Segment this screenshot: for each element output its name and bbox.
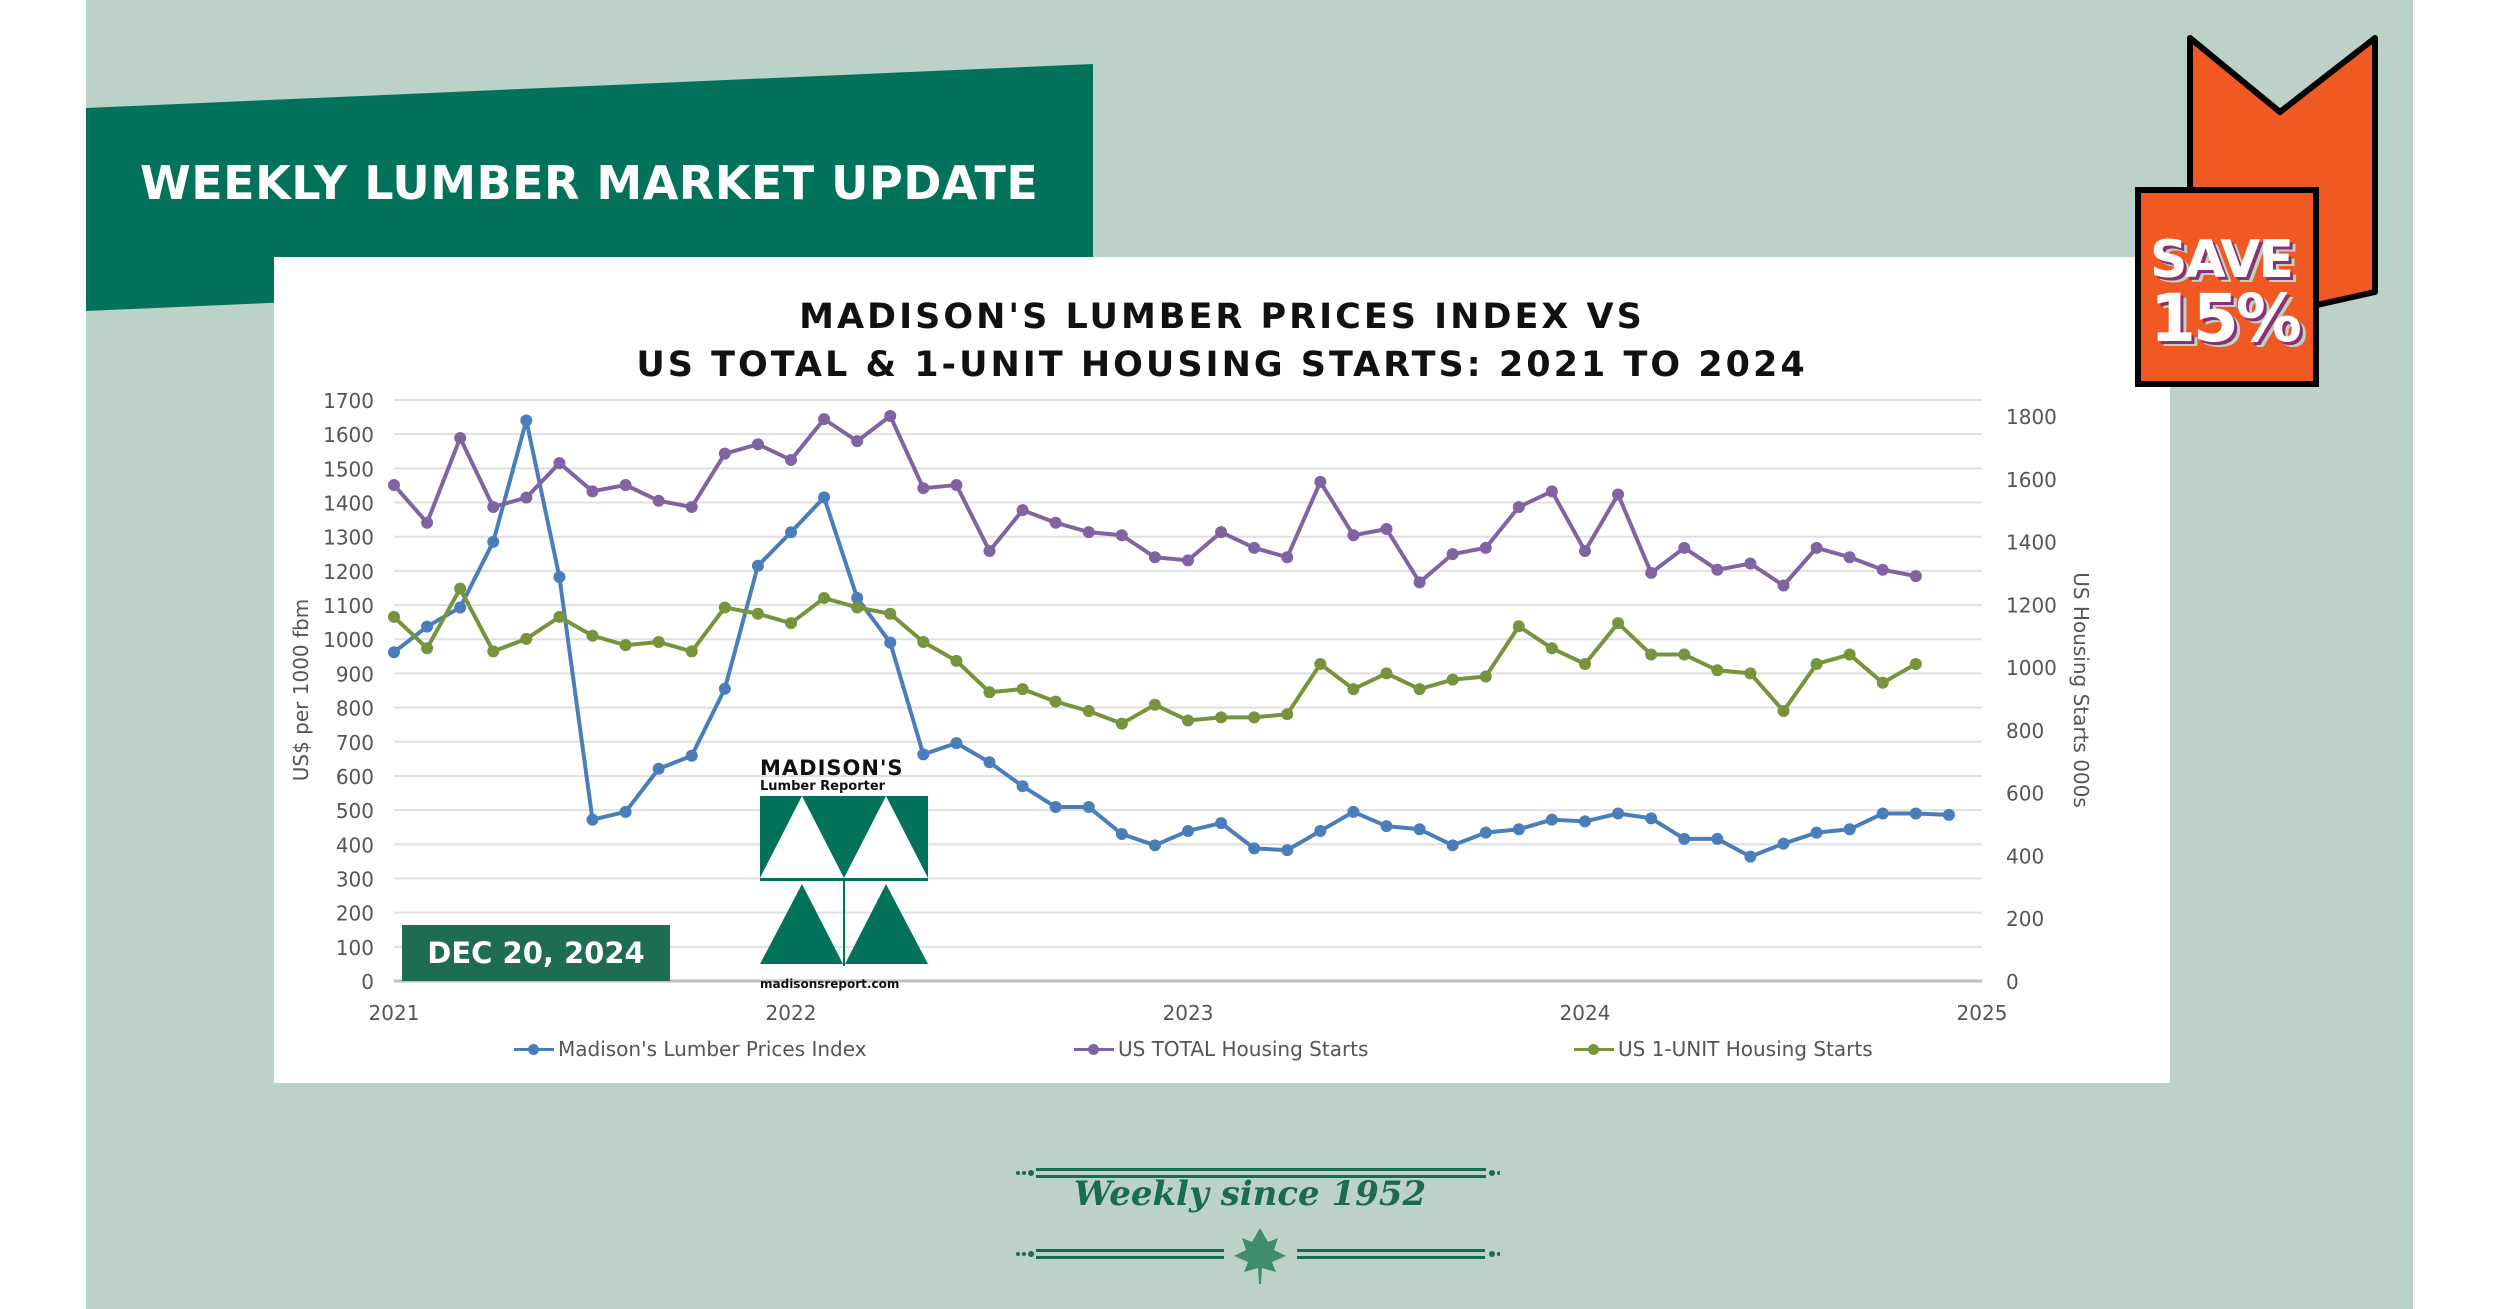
svg-text:700: 700 <box>336 731 374 755</box>
madisons-logo: MADISON'S Lumber Reporter madisonsreport… <box>760 757 928 991</box>
svg-text:1500: 1500 <box>323 457 374 481</box>
legend-item-total: US TOTAL Housing Starts <box>1074 1037 1368 1061</box>
svg-text:1000: 1000 <box>323 628 374 652</box>
date-badge: DEC 20, 2024 <box>402 925 670 981</box>
line-chart: 0 100 200 300 400 500 600 700 800 900 1000 1100 1200… <box>289 389 2093 1025</box>
chart-title-line1: MADISON'S LUMBER PRICES INDEX VS <box>799 297 1645 337</box>
save-15-badge[interactable]: SAVE 15% <box>2130 30 2390 392</box>
svg-text:1400: 1400 <box>323 492 374 516</box>
footer-tagline: Weekly since 1952 <box>1073 1174 1427 1214</box>
svg-text:2023: 2023 <box>1163 1001 1214 1025</box>
svg-text:0: 0 <box>361 970 374 994</box>
svg-text:1100: 1100 <box>323 594 374 618</box>
maple-leaf-icon <box>1234 1228 1286 1284</box>
svg-text:400: 400 <box>2006 844 2044 868</box>
svg-text:1200: 1200 <box>323 560 374 584</box>
logo-subtitle: Lumber Reporter <box>760 779 886 794</box>
svg-text:300: 300 <box>336 867 374 891</box>
svg-text:2025: 2025 <box>1957 1001 2008 1025</box>
legend-label: Madison's Lumber Prices Index <box>558 1037 867 1061</box>
svg-text:1300: 1300 <box>323 526 374 550</box>
svg-text:200: 200 <box>2006 907 2044 931</box>
logo-url: madisonsreport.com <box>760 977 900 991</box>
badge-percent-text: 15% <box>2150 280 2302 357</box>
svg-text:2021: 2021 <box>369 1001 420 1025</box>
svg-text:800: 800 <box>336 697 374 721</box>
svg-text:400: 400 <box>336 833 374 857</box>
svg-text:900: 900 <box>336 662 374 686</box>
badge-save-text: SAVE <box>2150 230 2294 290</box>
svg-text:1700: 1700 <box>323 389 374 413</box>
ornament-lines-icon <box>1016 1168 1500 1284</box>
svg-text:2022: 2022 <box>766 1001 817 1025</box>
svg-text:100: 100 <box>336 936 374 960</box>
footer-ornament: Weekly since 1952 <box>1000 1150 1500 1290</box>
ribbon-icon <box>2135 35 2378 387</box>
svg-text:1000: 1000 <box>2006 656 2057 680</box>
svg-text:200: 200 <box>336 902 374 926</box>
svg-text:US Housing Starts 000s: US Housing Starts 000s <box>2069 572 2093 808</box>
svg-text:2024: 2024 <box>1560 1001 1611 1025</box>
chart-card: MADISON'S LUMBER PRICES INDEX VS US TOTA… <box>274 257 2170 1083</box>
legend-label: US TOTAL Housing Starts <box>1118 1037 1369 1061</box>
page-title: WEEKLY LUMBER MARKET UPDATE <box>140 156 1039 210</box>
chart-title-line2: US TOTAL & 1-UNIT HOUSING STARTS: 2021 T… <box>636 345 1808 385</box>
svg-text:0: 0 <box>2006 970 2019 994</box>
logo-name: MADISON'S <box>760 756 904 780</box>
legend-item-lumber: Madison's Lumber Prices Index <box>514 1037 867 1061</box>
logo-triangles-icon <box>760 796 928 966</box>
legend-label: US 1-UNIT Housing Starts <box>1618 1037 1873 1061</box>
svg-text:1600: 1600 <box>323 423 374 447</box>
legend-marker-icon <box>514 1042 554 1056</box>
svg-text:800: 800 <box>2006 719 2044 743</box>
legend-marker-icon <box>1074 1042 1114 1056</box>
svg-text:1400: 1400 <box>2006 531 2057 555</box>
legend-marker-icon <box>1574 1042 1614 1056</box>
svg-text:1800: 1800 <box>2006 405 2057 429</box>
svg-text:600: 600 <box>2006 782 2044 806</box>
legend-item-1unit: US 1-UNIT Housing Starts <box>1574 1037 1873 1061</box>
svg-text:1600: 1600 <box>2006 468 2057 492</box>
svg-text:1200: 1200 <box>2006 593 2057 617</box>
svg-text:US$ per 1000 fbm: US$ per 1000 fbm <box>289 599 313 781</box>
svg-text:600: 600 <box>336 765 374 789</box>
svg-text:500: 500 <box>336 799 374 823</box>
header-banner: WEEKLY LUMBER MARKET UPDATE <box>86 0 1096 320</box>
banner-shape <box>86 64 1093 311</box>
